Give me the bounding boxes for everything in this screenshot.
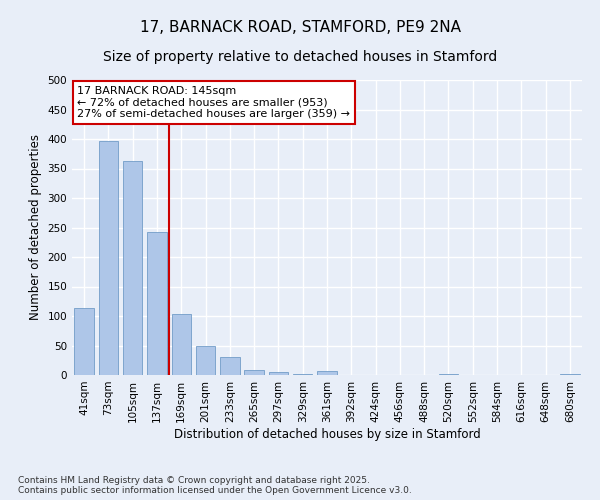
Bar bbox=[147, 232, 167, 375]
Bar bbox=[244, 370, 264, 375]
Text: Contains HM Land Registry data © Crown copyright and database right 2025.
Contai: Contains HM Land Registry data © Crown c… bbox=[18, 476, 412, 495]
Bar bbox=[74, 308, 94, 375]
Bar bbox=[439, 374, 458, 375]
Bar bbox=[123, 162, 142, 375]
Bar bbox=[560, 374, 580, 375]
Bar bbox=[172, 314, 191, 375]
Bar bbox=[220, 358, 239, 375]
Bar bbox=[196, 346, 215, 375]
Text: 17, BARNACK ROAD, STAMFORD, PE9 2NA: 17, BARNACK ROAD, STAMFORD, PE9 2NA bbox=[139, 20, 461, 35]
Text: 17 BARNACK ROAD: 145sqm
← 72% of detached houses are smaller (953)
27% of semi-d: 17 BARNACK ROAD: 145sqm ← 72% of detache… bbox=[77, 86, 350, 119]
Bar bbox=[293, 374, 313, 375]
Bar bbox=[317, 372, 337, 375]
Bar bbox=[269, 372, 288, 375]
Y-axis label: Number of detached properties: Number of detached properties bbox=[29, 134, 42, 320]
X-axis label: Distribution of detached houses by size in Stamford: Distribution of detached houses by size … bbox=[173, 428, 481, 440]
Bar bbox=[99, 141, 118, 375]
Text: Size of property relative to detached houses in Stamford: Size of property relative to detached ho… bbox=[103, 50, 497, 64]
